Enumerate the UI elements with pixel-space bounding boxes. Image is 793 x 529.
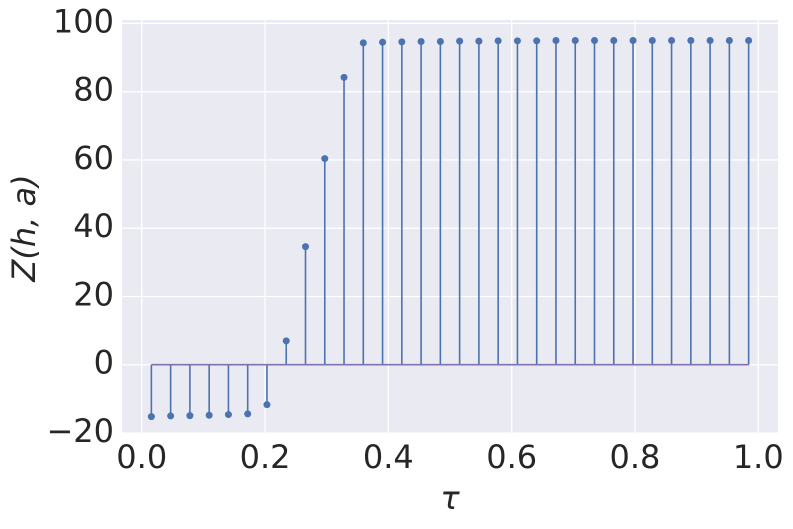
stem-marker: [398, 38, 406, 46]
x-tick-label: 0.2: [240, 438, 291, 476]
stem-marker: [533, 37, 541, 45]
stem-marker: [205, 411, 213, 419]
stem-marker: [571, 36, 579, 44]
stem-marker: [379, 38, 387, 46]
stem-marker: [244, 410, 252, 418]
stem-marker: [263, 401, 271, 409]
stem-marker: [552, 36, 560, 44]
x-tick-label: 1.0: [733, 438, 784, 476]
y-axis-label: Z(h, a): [5, 174, 43, 282]
x-tick-label: 0.4: [363, 438, 414, 476]
stem-marker: [282, 337, 290, 345]
x-axis-label: τ: [440, 479, 460, 517]
stem-marker: [359, 39, 367, 47]
stem-marker: [591, 36, 599, 44]
stem-marker: [321, 155, 329, 163]
stem-marker: [417, 38, 425, 46]
stem-marker: [513, 37, 521, 45]
stem-marker: [725, 36, 733, 44]
stem-marker: [610, 36, 618, 44]
y-tick-label: 60: [73, 139, 114, 177]
stem-marker: [456, 37, 464, 45]
y-tick-label: −20: [46, 412, 114, 450]
x-tick-label: 0.0: [116, 438, 167, 476]
y-tick-label: 80: [73, 71, 114, 109]
stem-marker: [167, 412, 175, 420]
stem-marker: [224, 411, 232, 419]
stem-marker: [475, 37, 483, 45]
x-tick-label: 0.6: [486, 438, 537, 476]
stem-marker: [494, 37, 502, 45]
y-tick-label: 100: [53, 2, 114, 40]
stem-marker: [648, 36, 656, 44]
stem-marker: [186, 412, 194, 420]
stem-marker: [629, 36, 637, 44]
plot-area: [122, 20, 778, 433]
stem-marker: [340, 73, 348, 81]
y-tick-label: 20: [73, 275, 114, 313]
stem-marker: [147, 413, 155, 421]
x-tick-label: 0.8: [610, 438, 661, 476]
stem-marker: [745, 36, 753, 44]
stem-marker: [706, 36, 714, 44]
stem-marker: [668, 36, 676, 44]
stem-marker: [436, 38, 444, 46]
y-tick-label: 40: [73, 207, 114, 245]
stem-marker: [687, 36, 695, 44]
y-tick-label: 0: [94, 344, 114, 382]
stem-marker: [301, 243, 309, 251]
